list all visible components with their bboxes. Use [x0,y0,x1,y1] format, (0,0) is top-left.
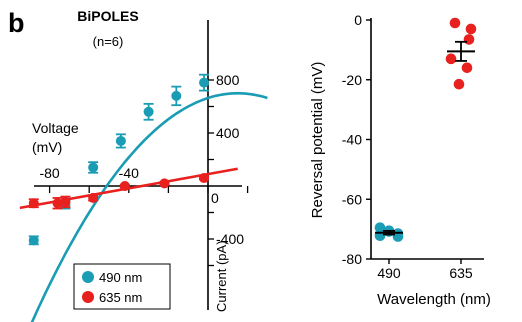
data-point-635 [28,198,39,209]
panel-label: b [8,8,25,38]
data-point-490 [28,235,39,246]
legend-swatch-490 [82,271,94,283]
data-point-635 [199,173,210,184]
rv-xlabel: Wavelength (nm) [377,291,491,308]
data-point-635 [52,198,63,209]
legend: 490 nm 635 nm [73,263,171,310]
data-point-490 [171,90,182,101]
data-point-635 [463,34,475,45]
data-point-635 [60,196,71,207]
iv-subtitle: (n=6) [93,34,124,49]
rv-ylabel: Reversal potential (mV) [309,62,326,219]
data-point-490 [143,106,154,117]
data-point-490 [115,135,126,146]
data-point-490 [199,77,210,88]
data-point-635 [445,53,457,65]
iv-y-tick-label: 400 [216,125,240,141]
data-point-635 [449,17,461,29]
legend-label-490: 490 nm [99,270,142,285]
fit-line-490 [30,92,268,322]
reversal-plot: 0 -20 -40 -60 -80 490 635 Reversal potential (… [309,12,491,308]
iv-y-tick-label: -400 [216,231,244,247]
rv-data-points [374,17,477,242]
rv-axes: 0 -20 -40 -60 -80 490 635 [342,12,484,281]
iv-title: BiPOLES [77,8,138,24]
data-point-635 [465,23,477,35]
iv-y-tick-label: 800 [216,72,240,88]
iv-xlabel-line2: (mV) [32,139,62,155]
data-point-635 [119,181,130,191]
rv-y-tick-label: -40 [342,132,362,148]
iv-plot: BiPOLES (n=6) Voltage (mV) -80 -400-40040… [19,8,268,322]
iv-xlabel-line1: Voltage [32,120,79,136]
data-point-490 [374,222,386,233]
iv-x-tick-label: -80 [39,165,59,181]
rv-x-tick-label: 490 [377,265,401,281]
iv-x-tick-label: -40 [119,165,139,181]
iv-ylabel: Current (pA) [214,240,229,312]
data-point-635 [88,192,99,203]
legend-label-635: 635 nm [99,290,142,305]
rv-y-tick-label: -60 [342,191,362,207]
data-point-635 [461,62,473,74]
rv-y-tick-label: 0 [354,12,362,28]
rv-x-tick-label: 635 [449,265,473,281]
data-point-635 [453,78,465,90]
legend-swatch-635 [82,291,94,303]
data-point-490 [88,162,99,173]
data-point-635 [159,178,170,189]
rv-y-tick-label: -20 [342,72,362,88]
rv-y-tick-label: -80 [342,251,362,267]
data-point-490 [392,231,404,242]
iv-x-tick-label: 0 [211,190,219,206]
iv-data-points [28,73,210,246]
